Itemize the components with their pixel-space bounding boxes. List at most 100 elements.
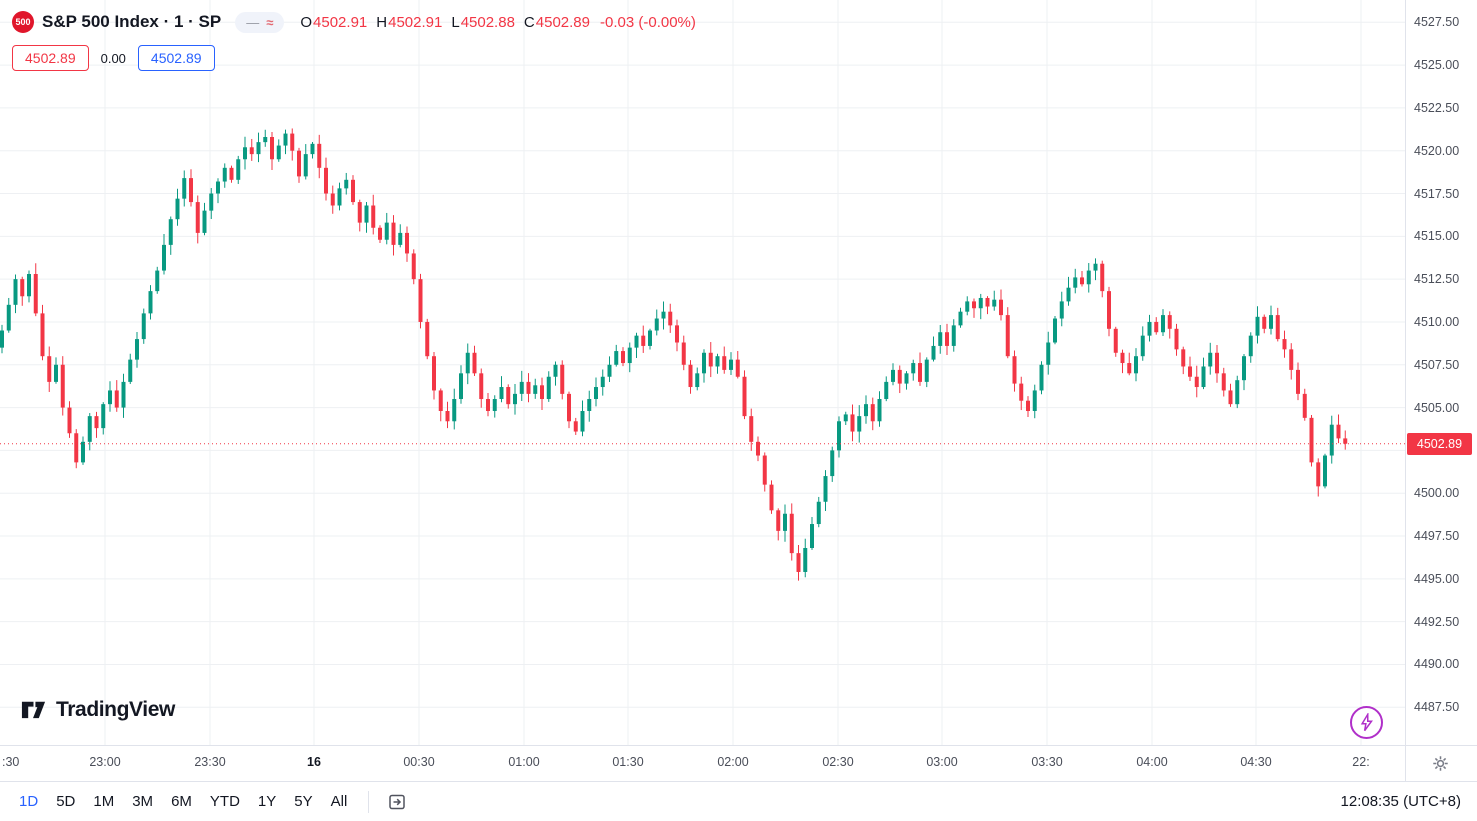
range-button-1m[interactable]: 1M <box>84 788 123 815</box>
buy-button[interactable]: 4502.89 <box>137 45 215 71</box>
high-label: H <box>376 13 388 31</box>
candle-body <box>877 399 882 422</box>
tradingview-logo[interactable]: TradingView <box>20 696 175 723</box>
time-axis[interactable]: :30 23:00 23:30 16 00:30 01:00 01:30 02:00 02:30… <box>0 745 1405 781</box>
candle-body <box>155 270 160 292</box>
candle-body <box>850 414 855 432</box>
candle-body <box>351 179 355 203</box>
candle-body <box>1161 315 1165 333</box>
symbol-logo-badge: 500 <box>12 11 34 33</box>
candle-body <box>1323 455 1327 487</box>
candle-body <box>499 387 504 400</box>
candle-body <box>749 416 754 442</box>
candle-body <box>60 364 65 408</box>
go-to-date-button[interactable] <box>381 789 413 815</box>
candle-body <box>47 356 52 382</box>
candle-body <box>418 279 423 322</box>
change-value: -0.03 (-0.00%) <box>600 13 696 31</box>
candle-body <box>27 274 31 297</box>
candle-body <box>540 385 544 400</box>
range-button-1y[interactable]: 1Y <box>249 788 285 815</box>
candle-body <box>1073 277 1078 288</box>
candle-body <box>607 364 612 377</box>
range-button-5d[interactable]: 5D <box>47 788 84 815</box>
candle-body <box>1215 352 1219 374</box>
candle-body <box>1255 316 1260 336</box>
candle-body <box>1262 316 1267 329</box>
candle-body <box>243 147 247 160</box>
candle-body <box>1120 352 1125 364</box>
candle-body <box>1005 315 1010 357</box>
candle-body <box>1080 277 1084 285</box>
candle-body <box>216 181 220 194</box>
range-button-1d[interactable]: 1D <box>10 788 47 815</box>
candle-body <box>918 363 922 382</box>
spread-value: 0.00 <box>100 50 126 66</box>
range-button-all[interactable]: All <box>322 788 357 815</box>
price-tick-label: 4525.00 <box>1414 58 1460 73</box>
minus-icon[interactable]: — <box>246 14 260 30</box>
candle-body <box>378 227 382 240</box>
candle-body <box>148 291 153 314</box>
candle-body <box>391 222 396 245</box>
toolbar-divider <box>368 790 370 813</box>
candle-body <box>978 297 983 309</box>
time-tick-label: 03:30 <box>1031 755 1063 769</box>
candle-body <box>546 376 551 400</box>
candle-body <box>526 381 531 394</box>
wave-icon[interactable]: ≈ <box>266 14 274 30</box>
price-axis[interactable]: 4527.50 4525.00 4522.50 4520.00 4517.50 4515.… <box>1405 0 1477 745</box>
range-button-5y[interactable]: 5Y <box>285 788 321 815</box>
price-tick-label: 4495.00 <box>1414 571 1460 586</box>
price-tick-label: 4520.00 <box>1414 143 1460 158</box>
candle-body <box>67 407 72 434</box>
candle-body <box>121 381 126 408</box>
chart-pane[interactable]: 500 S&P 500 Index · 1 · SP — ≈ O4502.91 … <box>0 0 1405 745</box>
candle-body <box>627 347 632 364</box>
candle-body <box>1046 342 1051 365</box>
candle-body <box>486 399 490 411</box>
candle-body <box>283 133 288 146</box>
price-tick-label: 4505.00 <box>1414 400 1460 415</box>
gear-icon[interactable] <box>1432 755 1449 772</box>
candle-body <box>222 167 227 182</box>
time-tick-label: :30 <box>2 755 20 769</box>
symbol-title[interactable]: S&P 500 Index · 1 · SP <box>42 12 222 31</box>
time-tick-label: 03:00 <box>926 755 958 769</box>
time-tick-label: 00:30 <box>403 755 435 769</box>
candle-body <box>465 352 470 374</box>
candle-body <box>965 301 970 312</box>
legend-controls-pill[interactable]: — ≈ <box>235 11 285 33</box>
sell-button[interactable]: 4502.89 <box>12 45 89 71</box>
candle-body <box>1086 270 1091 285</box>
candle-body <box>1188 366 1192 377</box>
candle-body <box>141 313 146 340</box>
price-tick-label: 4490.00 <box>1414 657 1460 672</box>
open-label: O <box>300 13 313 31</box>
candle-body <box>1302 393 1307 418</box>
candle-body <box>94 416 99 429</box>
candle-body <box>735 359 740 377</box>
candle-body <box>999 299 1003 316</box>
candle-body <box>1248 335 1253 357</box>
candle-body <box>1093 263 1098 271</box>
range-button-ytd[interactable]: YTD <box>201 788 249 815</box>
time-tick-label: 22: <box>1352 755 1370 769</box>
range-button-3m[interactable]: 3M <box>123 788 162 815</box>
price-tick-label: 4507.50 <box>1414 357 1460 372</box>
tradingview-logo-mark <box>21 701 46 719</box>
session-clock[interactable]: 12:08:35 (UTC+8) <box>1340 793 1461 810</box>
candlestick-chart[interactable] <box>0 0 1405 745</box>
candle-body <box>1147 321 1152 336</box>
candle-body <box>816 501 821 525</box>
candle-body <box>364 205 369 223</box>
candle-body <box>857 416 862 432</box>
range-button-6m[interactable]: 6M <box>162 788 201 815</box>
candle-body <box>114 390 119 408</box>
candle-body <box>209 193 214 211</box>
lightning-button[interactable] <box>1350 706 1383 739</box>
candle-body <box>1181 349 1186 367</box>
candle-body <box>1282 339 1287 350</box>
candle-body <box>580 411 585 432</box>
candle-body <box>135 339 139 360</box>
